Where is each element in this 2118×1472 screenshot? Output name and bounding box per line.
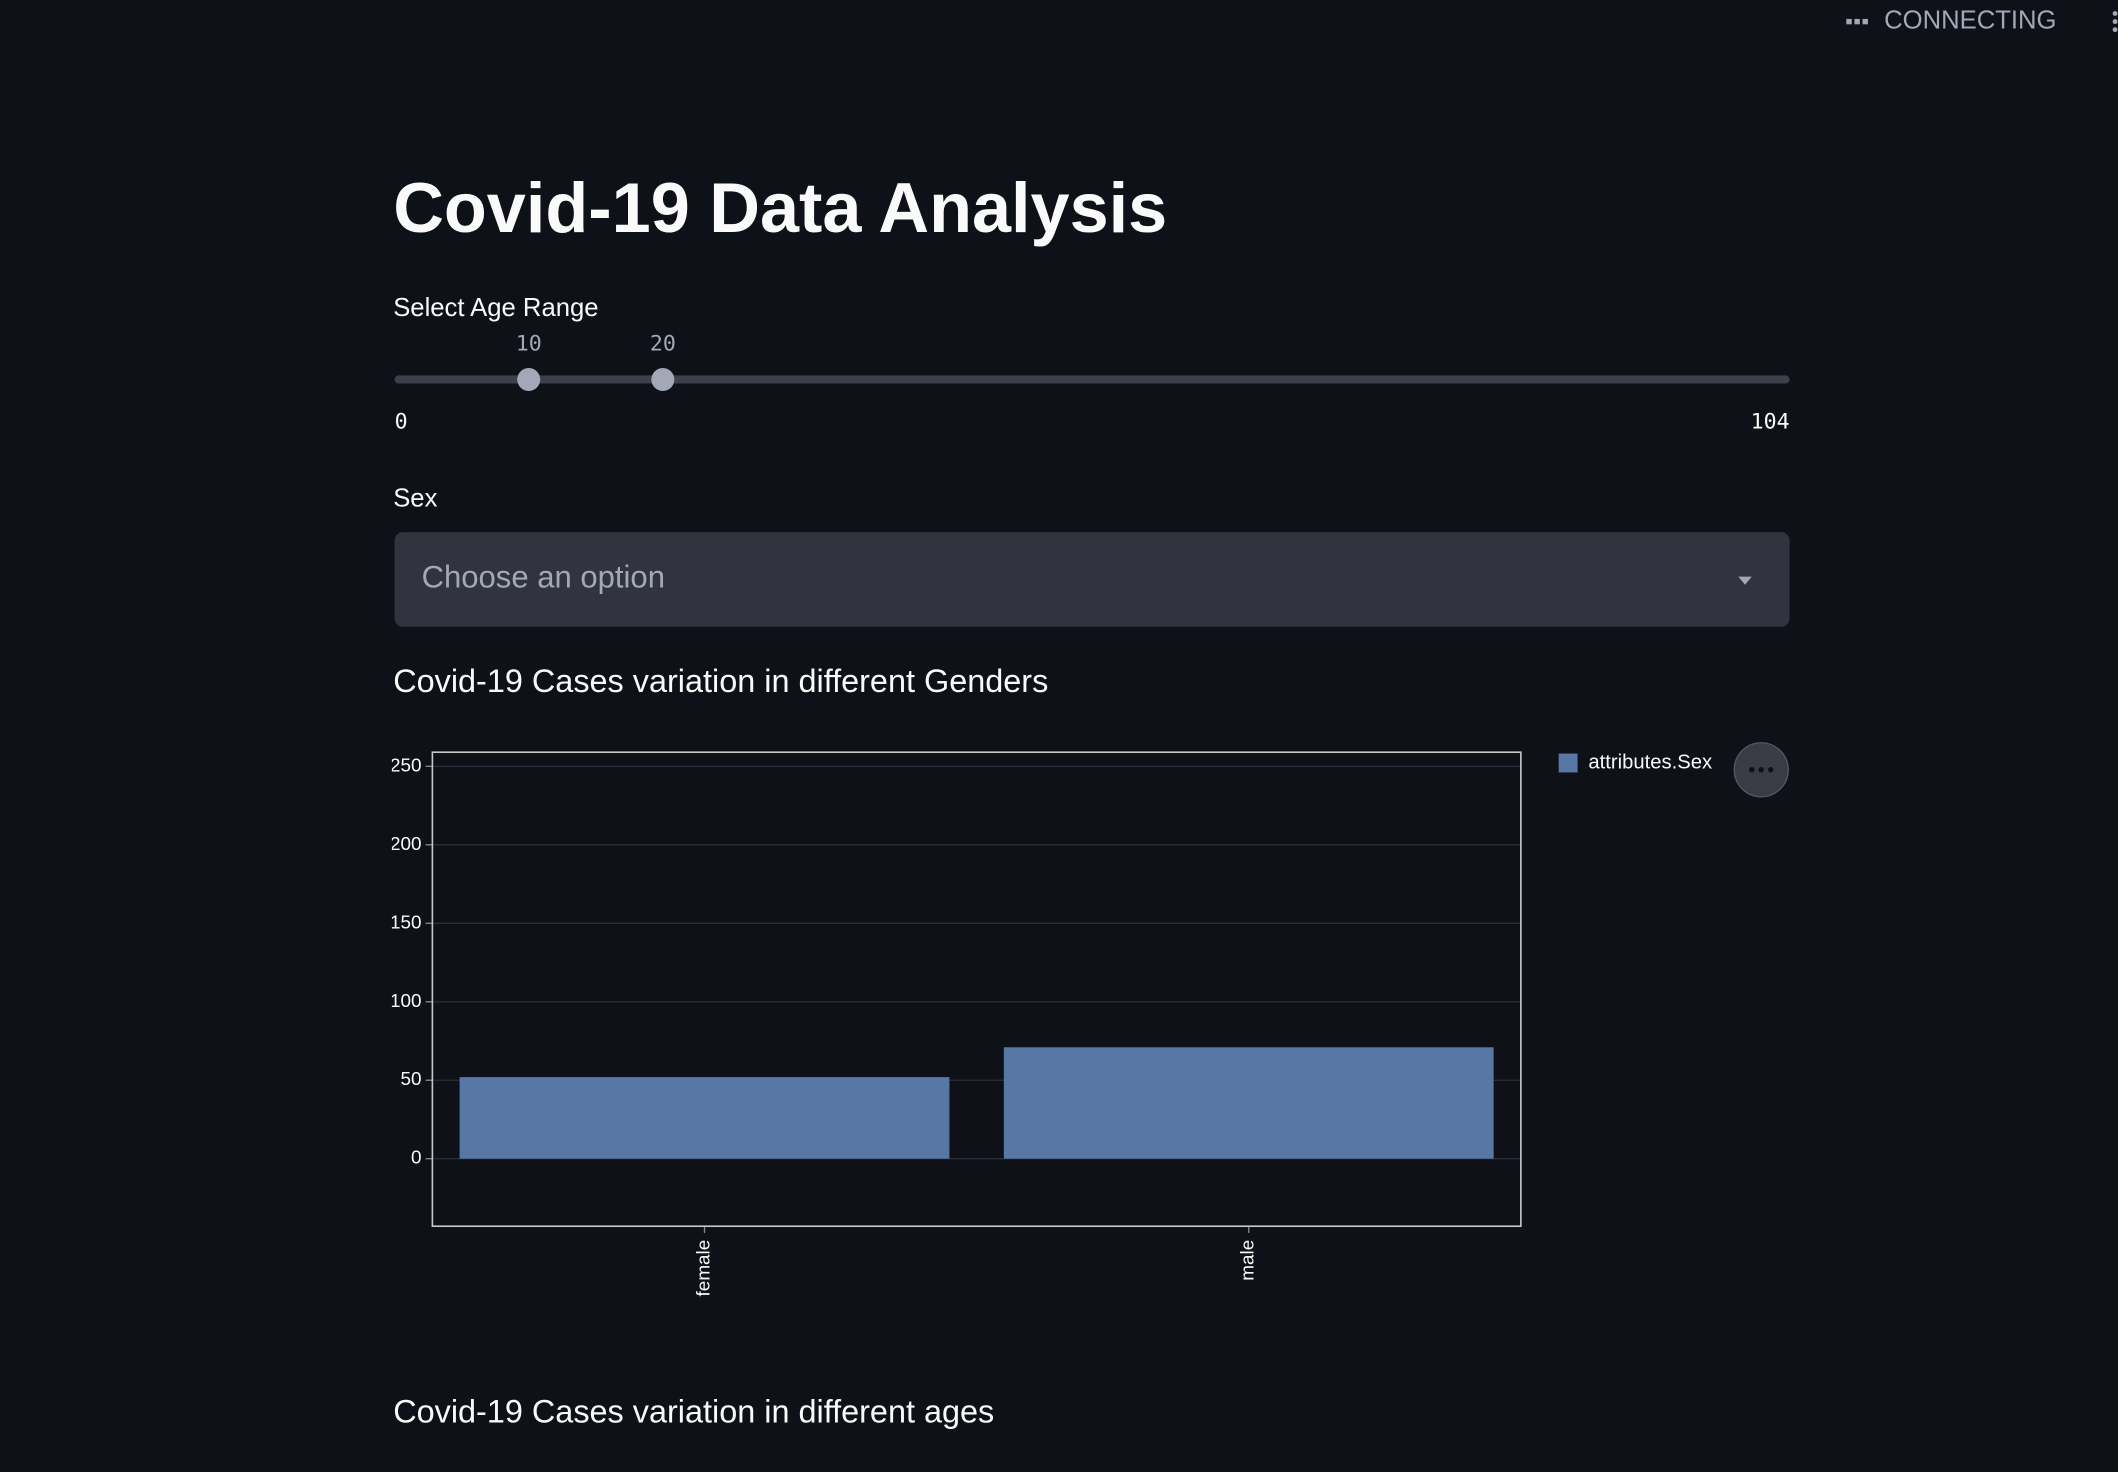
slider-track[interactable] — [394, 375, 1790, 384]
y-tick-label: 200 — [390, 834, 422, 855]
page-title: Covid-19 Data Analysis — [393, 168, 1167, 247]
x-tick-label: male — [1238, 1240, 1259, 1281]
section-heading: Covid-19 Cases variation in different Ge… — [393, 663, 1048, 699]
y-tick-label: 50 — [401, 1069, 422, 1090]
bar — [459, 1077, 950, 1159]
x-tick-label: female — [694, 1240, 715, 1297]
slider-max: 104 — [1751, 410, 1790, 435]
chart-menu-icon — [1749, 767, 1774, 773]
status-icon — [1846, 18, 1868, 25]
select-arrow — [1738, 576, 1752, 585]
slider-value: 20 — [650, 331, 676, 356]
select-box[interactable] — [394, 532, 1790, 627]
slider-thumb[interactable] — [651, 368, 675, 391]
y-tick-label: 250 — [390, 755, 422, 776]
y-tick-label: 150 — [390, 912, 422, 933]
y-axis-labels: 0 50 100 150 200 250 — [390, 755, 422, 1169]
slider-value: 10 — [516, 331, 542, 356]
slider-min: 0 — [395, 410, 408, 435]
select-label: Sex — [393, 484, 437, 512]
slider-label: Select Age Range — [393, 294, 598, 322]
select-placeholder: Choose an option — [422, 560, 665, 595]
plot-frame — [431, 751, 1522, 1228]
bar — [1003, 1047, 1494, 1159]
main-menu[interactable] — [2112, 11, 2118, 33]
connection-status: CONNECTING — [1884, 6, 2056, 34]
y-tick-label: 100 — [390, 991, 422, 1012]
y-tick-label: 0 — [411, 1148, 422, 1169]
legend-swatch — [1558, 753, 1578, 773]
legend-label: attributes.Sex — [1588, 751, 1712, 773]
slider-thumb[interactable] — [517, 368, 541, 391]
section-heading: Covid-19 Cases variation in different ag… — [393, 1393, 994, 1429]
